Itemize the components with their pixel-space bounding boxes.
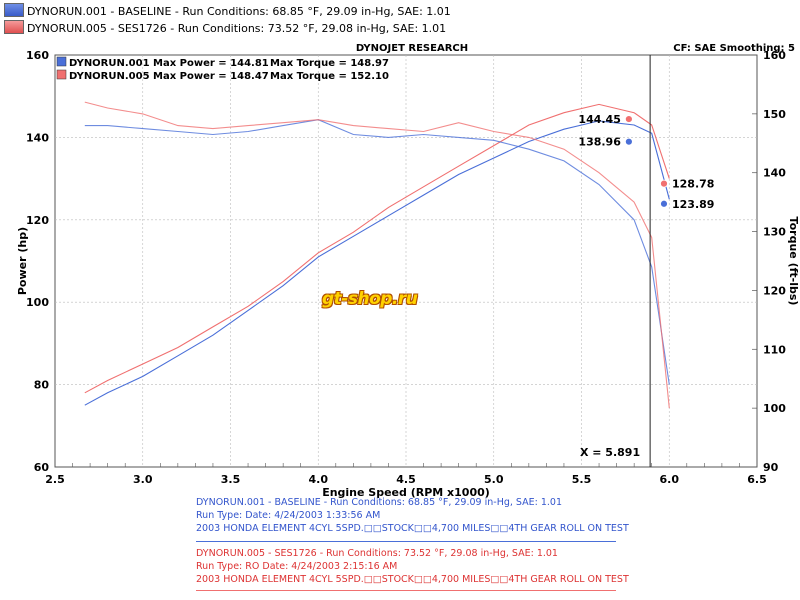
cursor-value-run1_torque: 138.96: [578, 136, 621, 149]
run2-header: DYNORUN.005 - SES1726 - Run Conditions: …: [4, 20, 446, 35]
run1-info-line1: DYNORUN.001 - BASELINE - Run Conditions:…: [196, 497, 562, 508]
cursor-marker-run2_power: [660, 179, 668, 188]
y-tick-label: 140: [26, 131, 49, 144]
legend-swatch-run2: [56, 69, 67, 80]
run2-info: DYNORUN.005 - SES1726 - Run Conditions: …: [196, 547, 629, 586]
run1-info: DYNORUN.001 - BASELINE - Run Conditions:…: [196, 496, 629, 535]
y-tick-label: 160: [26, 49, 49, 62]
y-tick-label: 100: [26, 296, 49, 309]
run1-header: DYNORUN.001 - BASELINE - Run Conditions:…: [4, 3, 451, 18]
watermark-logo: gt-shop.ru: [322, 289, 418, 309]
y2-axis-title: Torque (ft-lbs): [787, 217, 800, 306]
x-tick-label: 4.0: [309, 473, 329, 486]
y-axis-title: Power (hp): [16, 227, 29, 295]
cursor-marker-run2_torque: [624, 115, 633, 123]
legend-swatch-run1: [56, 56, 67, 67]
run1-swatch: [4, 3, 24, 17]
run2-header-text: DYNORUN.005 - SES1726 - Run Conditions: …: [27, 22, 447, 35]
series-line-dynorun-005-torque: [84, 101, 670, 409]
run2-info-line1: DYNORUN.005 - SES1726 - Run Conditions: …: [196, 548, 558, 559]
x-tick-label: 3.5: [221, 473, 241, 486]
y-tick-label: 120: [26, 214, 49, 227]
run1-info-divider: [196, 541, 616, 542]
y2-tick-label: 100: [763, 402, 786, 415]
chart-title: DYNOJET RESEARCH: [356, 43, 468, 54]
cursor-value-run2_torque: 144.45: [578, 113, 620, 126]
x-tick-label: 5.5: [572, 473, 592, 486]
legend-label: DYNORUN.005 Max Power = 148.47: [69, 71, 269, 82]
x-tick-label: 2.5: [45, 473, 65, 486]
run1-info-line3: 2003 HONDA ELEMENT 4CYL 5SPD.□□STOCK□□4,…: [196, 523, 629, 534]
run1-header-text: DYNORUN.001 - BASELINE - Run Conditions:…: [27, 5, 451, 18]
x-tick-label: 6.0: [660, 473, 680, 486]
y2-tick-label: 90: [763, 461, 779, 474]
cursor-marker-run1_power: [660, 199, 668, 208]
series-line-dynorun-001-torque: [84, 119, 670, 385]
y2-tick-label: 160: [763, 49, 786, 62]
y2-tick-label: 150: [763, 108, 786, 121]
x-axis-title: Engine Speed (RPM x1000): [322, 486, 490, 499]
legend-torque: Max Torque = 148.97: [270, 58, 389, 69]
x-tick-label: 6.5: [747, 473, 767, 486]
y2-tick-label: 140: [763, 167, 786, 180]
dyno-chart: 2.5 3.0 3.5 4.0 4.5 5.0 5.5 6.0 6.5 60 80 100 120 140…: [16, 43, 800, 499]
legend-label: DYNORUN.001 Max Power = 144.81: [69, 58, 269, 69]
series-line-dynorun-001-power: [84, 120, 670, 406]
run2-info-divider: [196, 590, 616, 591]
y-tick-label: 80: [34, 379, 50, 392]
run2-info-line3: 2003 HONDA ELEMENT 4CYL 5SPD.□□STOCK□□4,…: [196, 574, 629, 585]
cursor-label: X = 5.891: [580, 446, 640, 459]
run1-info-line2: Run Type: Date: 4/24/2003 1:33:56 AM: [196, 510, 381, 521]
cursor-value-run1_power: 123.89: [672, 198, 714, 211]
run2-info-line2: Run Type: RO Date: 4/24/2003 2:15:16 AM: [196, 561, 398, 572]
y2-tick-label: 120: [763, 284, 786, 297]
x-tick-label: 4.5: [396, 473, 416, 486]
series-line-dynorun-005-power: [84, 103, 670, 394]
x-tick-label: 3.0: [133, 473, 153, 486]
run2-swatch: [4, 20, 24, 34]
legend-torque: Max Torque = 152.10: [270, 71, 389, 82]
cursor-marker-run1_torque: [624, 137, 633, 146]
y-tick-label: 60: [34, 461, 50, 474]
x-tick-label: 5.0: [484, 473, 504, 486]
cursor-value-run2_power: 128.78: [672, 178, 714, 191]
y2-tick-label: 110: [763, 343, 786, 356]
y2-tick-label: 130: [763, 226, 786, 239]
chart-settings: CF: SAE Smoothing: 5: [673, 43, 795, 54]
